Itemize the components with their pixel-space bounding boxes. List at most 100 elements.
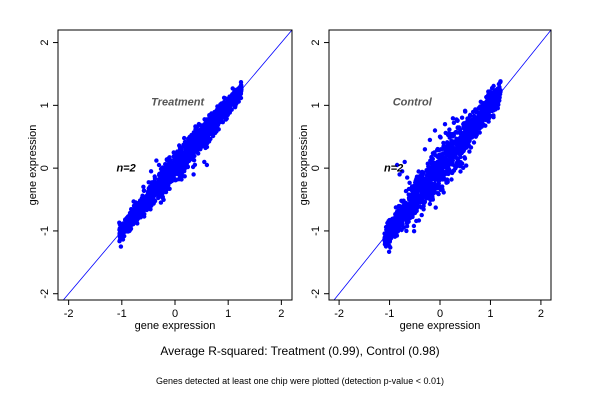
data-point <box>407 180 412 185</box>
data-point <box>433 177 438 182</box>
data-point <box>206 137 212 142</box>
y-tick-label: 1 <box>39 102 51 108</box>
data-point <box>453 166 458 171</box>
x-tick-label: 1 <box>225 308 231 320</box>
data-point <box>447 127 452 132</box>
data-point <box>441 140 446 146</box>
data-point <box>419 212 424 218</box>
data-point <box>451 120 457 126</box>
data-point <box>126 213 132 219</box>
data-point <box>481 106 486 112</box>
data-point <box>168 160 174 165</box>
data-point <box>416 187 421 192</box>
identity-line <box>62 30 292 300</box>
x-tick-label: 2 <box>278 308 284 320</box>
data-point <box>485 98 490 104</box>
data-point-outlier <box>194 144 199 149</box>
data-point <box>167 155 172 160</box>
data-point <box>413 182 418 187</box>
data-point <box>482 103 487 108</box>
data-point <box>449 177 454 182</box>
data-point <box>167 186 172 191</box>
data-point <box>148 201 153 207</box>
data-point-outlier <box>402 159 407 165</box>
data-point <box>213 130 218 136</box>
data-point <box>225 98 230 104</box>
caption-r-squared: Average R-squared: Treatment (0.99), Con… <box>160 344 440 358</box>
point-cloud <box>333 30 551 300</box>
x-tick-label: -2 <box>64 308 74 320</box>
data-point <box>400 218 405 223</box>
data-point <box>139 208 145 214</box>
data-point <box>135 208 141 213</box>
data-point-outlier <box>154 158 159 163</box>
point-cloud <box>62 30 292 300</box>
data-point <box>184 160 189 166</box>
data-point <box>416 218 422 223</box>
data-point <box>398 210 404 215</box>
data-point <box>440 184 445 189</box>
data-point <box>406 192 411 197</box>
data-point <box>403 188 409 194</box>
data-point <box>186 145 191 150</box>
data-point <box>145 192 151 197</box>
data-point <box>160 191 165 196</box>
data-point <box>458 169 463 174</box>
data-point <box>418 205 424 210</box>
x-axis-label: gene expression <box>135 320 216 332</box>
data-point <box>157 186 163 192</box>
data-point <box>412 192 417 198</box>
data-point <box>212 111 217 116</box>
data-point <box>422 199 428 205</box>
data-point <box>231 91 237 96</box>
data-point <box>215 121 221 126</box>
caption-detection-note: Genes detected at least one chip were pl… <box>156 376 444 386</box>
data-point <box>490 99 495 104</box>
data-point <box>396 203 401 209</box>
data-point-outlier <box>191 172 196 177</box>
y-tick-label: -1 <box>39 226 51 236</box>
panel-label: Control <box>393 96 433 108</box>
data-point <box>117 239 122 244</box>
data-point <box>408 196 413 201</box>
data-point <box>186 156 191 161</box>
data-point <box>484 115 489 120</box>
data-point <box>462 156 468 161</box>
data-point <box>445 170 451 176</box>
data-point <box>468 120 473 126</box>
y-tick-label: -2 <box>310 289 322 299</box>
data-point <box>432 150 437 155</box>
data-point <box>459 115 465 120</box>
data-point <box>436 169 441 174</box>
data-point <box>475 110 481 115</box>
data-point <box>135 214 141 219</box>
data-point <box>171 175 176 181</box>
data-point <box>204 141 210 146</box>
data-point <box>422 191 427 197</box>
replicate-label: n=2 <box>116 162 135 174</box>
panel-control: -2 -1 0 1 2 -2 -1 0 1 2 gene expression gene expres… <box>298 29 552 332</box>
x-tick-label: 2 <box>538 308 544 320</box>
data-point <box>471 113 477 119</box>
data-point <box>460 149 465 155</box>
data-point <box>424 168 429 173</box>
y-axis-label: gene expression <box>298 125 310 206</box>
data-point-outlier <box>427 137 433 143</box>
data-point <box>469 135 475 140</box>
data-point <box>433 205 438 210</box>
data-point <box>407 211 412 216</box>
data-point <box>474 132 479 138</box>
data-point-outlier <box>432 128 438 133</box>
data-point <box>189 132 194 138</box>
data-point <box>202 125 207 130</box>
data-point <box>404 228 409 234</box>
data-point <box>216 127 221 132</box>
data-point <box>404 224 410 229</box>
y-tick-label: 0 <box>39 165 51 171</box>
data-point <box>486 119 491 124</box>
data-point-outlier <box>202 159 207 165</box>
data-point <box>443 149 449 154</box>
data-point <box>146 186 152 191</box>
data-point <box>190 138 195 143</box>
data-point <box>447 152 452 158</box>
